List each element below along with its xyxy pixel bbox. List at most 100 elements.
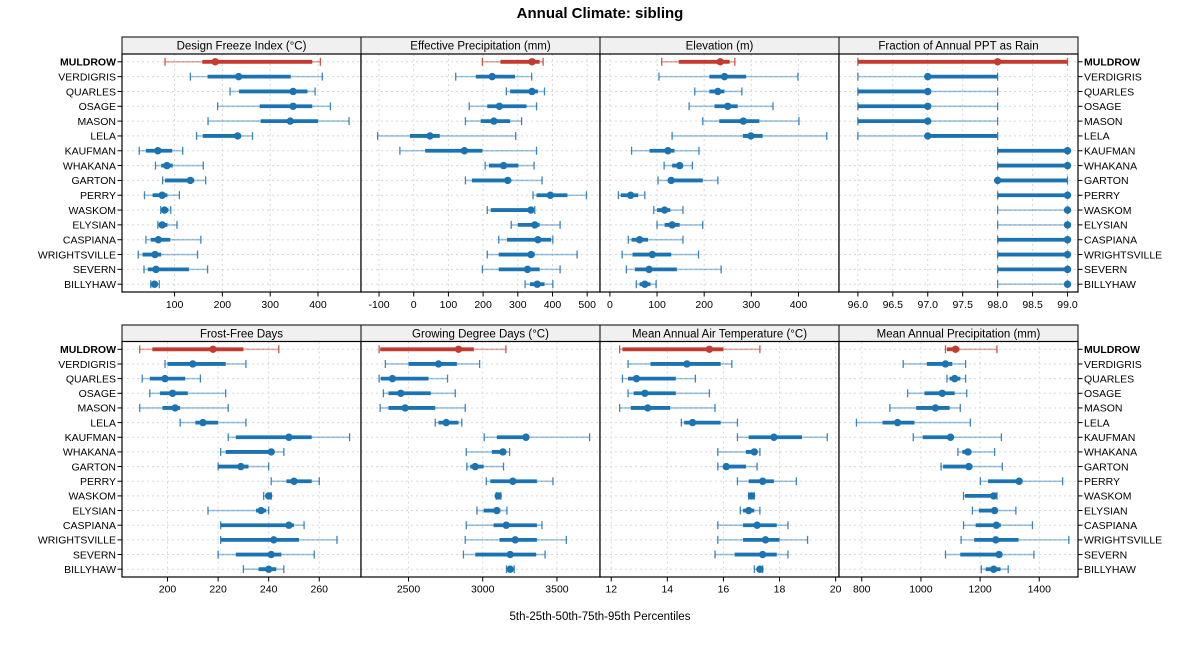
x-tick-label: 400 — [790, 299, 808, 311]
panel-mean-annual-precipitation-mm: Mean Annual Precipitation (mm) 800 1000 120… — [838, 324, 1083, 596]
median-dot — [1063, 236, 1072, 244]
panel-strip-title: Growing Degree Days (°C) — [412, 328, 549, 340]
station-row-severn — [996, 265, 1072, 274]
median-dot — [756, 565, 764, 573]
median-dot — [750, 448, 758, 456]
station-row-wrightsville — [717, 535, 809, 544]
station-row-garton — [993, 176, 1069, 185]
panel-area — [839, 341, 1078, 577]
median-dot — [506, 550, 514, 559]
station-label-left-whakana: WHAKANA — [63, 447, 116, 459]
median-dot — [1063, 250, 1072, 259]
x-tick-label: 260 — [311, 584, 329, 596]
x-tick-label: 2500 — [397, 584, 421, 596]
median-dot — [950, 374, 959, 383]
station-row-elysian — [656, 220, 704, 229]
x-tick-label: 1200 — [968, 584, 992, 596]
x-tick-label: 96.0 — [848, 299, 869, 311]
station-row-waskom — [996, 206, 1072, 215]
station-row-quarles — [621, 374, 697, 383]
station-row-garton — [940, 462, 1003, 471]
median-dot — [426, 132, 434, 140]
station-label-left-kaufman: KAUFMAN — [65, 432, 116, 444]
median-dot — [257, 506, 265, 515]
station-row-severn — [714, 550, 789, 559]
median-dot — [527, 206, 535, 214]
median-dot — [664, 147, 672, 155]
station-row-billyhaw — [505, 565, 515, 574]
panel-design-freeze-index-c: Design Freeze Index (°C) 100 200 300 400 — [117, 36, 362, 311]
station-row-kaufman — [736, 433, 828, 442]
median-dot — [234, 72, 243, 81]
median-dot — [460, 147, 469, 155]
station-row-osage — [906, 389, 968, 398]
station-row-elysian — [971, 506, 1017, 515]
station-row-osage — [216, 102, 332, 111]
station-label-right-osage: OSAGE — [1084, 101, 1121, 113]
median-dot — [233, 132, 242, 140]
station-row-caspiana — [219, 521, 305, 530]
median-dot — [1063, 191, 1072, 199]
median-dot — [720, 72, 729, 81]
panel-strip-title: Frost-Free Days — [200, 328, 283, 340]
median-dot — [641, 280, 649, 288]
median-dot — [160, 206, 169, 214]
station-row-garton — [657, 176, 719, 185]
station-row-billyhaw — [150, 280, 160, 289]
panel-area — [361, 54, 600, 292]
panel-area — [122, 54, 361, 292]
station-row-verdigris — [455, 72, 533, 81]
median-dot — [289, 87, 297, 96]
station-row-osage — [468, 102, 538, 111]
station-row-billyhaw — [524, 280, 554, 289]
median-dot — [401, 404, 409, 412]
x-tick-label: 200 — [474, 299, 492, 311]
station-row-caspiana — [145, 235, 202, 244]
station-row-osage — [688, 102, 774, 111]
median-dot — [150, 280, 159, 288]
x-tick-label: 800 — [853, 584, 871, 596]
panel-growing-degree-days-c: Growing Degree Days (°C) 2500 3000 3500 — [360, 324, 601, 596]
station-label-left-quarles: QUARLES — [66, 373, 116, 385]
median-dot — [504, 176, 512, 185]
median-dot — [688, 418, 697, 427]
median-dot — [938, 389, 946, 397]
x-tick-label: 200 — [159, 584, 177, 596]
panel-area — [361, 341, 600, 577]
station-label-left-billyhaw: BILLYHAW — [64, 564, 116, 576]
station-row-waskom — [160, 206, 172, 215]
median-dot — [490, 117, 498, 125]
x-tick-label: 0 — [411, 299, 417, 311]
x-tick-label: 98.0 — [987, 299, 1008, 311]
station-row-muldrow — [164, 57, 322, 66]
median-dot — [494, 492, 502, 500]
median-dot — [714, 87, 722, 96]
median-dot — [211, 58, 219, 66]
x-tick-label: 3500 — [545, 584, 569, 596]
median-dot — [716, 58, 724, 66]
median-dot — [643, 404, 652, 412]
median-dot — [546, 191, 555, 199]
x-tick-label: 220 — [209, 584, 227, 596]
median-dot — [471, 462, 479, 471]
station-label-right-severn: SEVERN — [1084, 549, 1127, 561]
station-row-wrightsville — [137, 250, 199, 259]
station-row-perry — [617, 191, 646, 200]
station-row-garton — [717, 462, 758, 471]
station-row-kaufman — [138, 146, 184, 155]
station-row-billyhaw — [980, 565, 1009, 574]
station-label-left-waskom: WASKOM — [69, 205, 116, 217]
station-row-whakana — [154, 161, 204, 170]
station-label-right-kaufman: KAUFMAN — [1084, 146, 1135, 158]
panel-border — [838, 53, 1079, 293]
x-tick-label: 3000 — [471, 584, 495, 596]
x-tick-label: 100 — [648, 299, 666, 311]
median-dot — [964, 448, 972, 456]
panel-mean-annual-air-temperature-c: Mean Annual Air Temperature (°C) 12 14 16 18… — [599, 324, 842, 596]
median-dot — [270, 536, 278, 544]
median-dot — [434, 360, 443, 368]
station-row-elysian — [207, 506, 270, 515]
station-label-right-quarles: QUARLES — [1084, 373, 1134, 385]
station-label-right-caspiana: CASPIANA — [1084, 235, 1137, 247]
station-row-caspiana — [627, 235, 684, 244]
